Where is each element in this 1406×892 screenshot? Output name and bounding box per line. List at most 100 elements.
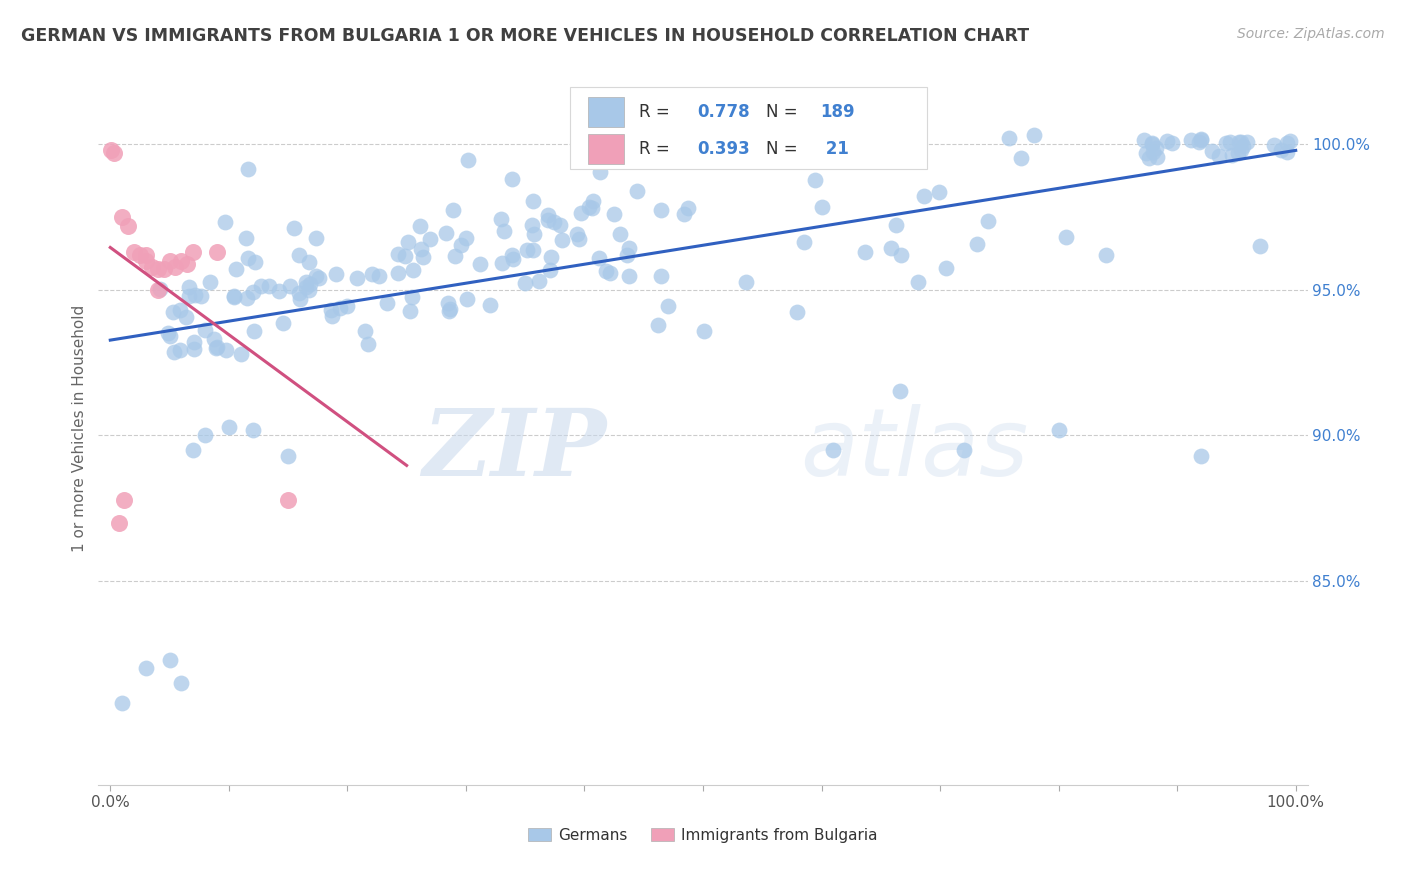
Point bbox=[190, 288, 212, 302]
Point bbox=[277, 492, 299, 507]
Point bbox=[1229, 135, 1251, 149]
Point bbox=[183, 334, 205, 349]
Point bbox=[162, 305, 184, 319]
Point bbox=[501, 172, 523, 186]
Point bbox=[1160, 136, 1182, 151]
Point bbox=[880, 241, 903, 255]
Point bbox=[786, 305, 808, 319]
Point bbox=[1146, 150, 1168, 164]
Point bbox=[678, 202, 700, 216]
Point bbox=[437, 296, 460, 310]
Point bbox=[242, 285, 264, 299]
Point bbox=[735, 275, 758, 289]
Point bbox=[288, 292, 311, 306]
Point bbox=[194, 323, 217, 337]
Point bbox=[616, 248, 638, 262]
Point bbox=[1278, 134, 1301, 148]
Point bbox=[356, 337, 378, 351]
Point bbox=[412, 250, 434, 264]
Point bbox=[346, 270, 368, 285]
Point bbox=[1137, 151, 1160, 165]
Point bbox=[793, 235, 815, 249]
Point bbox=[454, 231, 477, 245]
Point bbox=[319, 303, 342, 318]
Point bbox=[198, 275, 221, 289]
Point bbox=[551, 234, 574, 248]
Point bbox=[229, 347, 252, 361]
Point bbox=[299, 277, 322, 291]
Point bbox=[419, 231, 441, 245]
Point bbox=[650, 202, 672, 217]
Point bbox=[599, 266, 621, 280]
Point bbox=[149, 282, 172, 296]
Point bbox=[457, 153, 479, 168]
Point bbox=[205, 340, 228, 354]
Point bbox=[1191, 131, 1213, 145]
Point bbox=[1270, 143, 1292, 157]
Point bbox=[607, 139, 630, 153]
Point bbox=[928, 185, 950, 199]
Point bbox=[595, 264, 617, 278]
Point bbox=[401, 290, 423, 304]
Point bbox=[1208, 149, 1230, 163]
Point bbox=[803, 173, 825, 187]
Point bbox=[215, 343, 238, 357]
Point bbox=[1220, 148, 1243, 162]
Point bbox=[1201, 144, 1223, 158]
Point bbox=[907, 275, 929, 289]
Point bbox=[853, 244, 876, 259]
Point bbox=[396, 235, 419, 250]
Point bbox=[494, 223, 516, 237]
Point bbox=[103, 145, 125, 160]
Point bbox=[360, 267, 382, 281]
Point bbox=[100, 143, 122, 157]
Point bbox=[298, 283, 321, 297]
Point bbox=[1236, 135, 1258, 149]
Point bbox=[170, 253, 193, 268]
Point bbox=[288, 286, 311, 301]
Point bbox=[1215, 136, 1237, 150]
Point bbox=[588, 251, 610, 265]
Point bbox=[114, 492, 136, 507]
Point bbox=[890, 248, 912, 262]
Point bbox=[1249, 239, 1271, 253]
Point bbox=[491, 212, 513, 227]
Bar bbox=[588, 134, 624, 164]
Point bbox=[522, 218, 544, 232]
Point bbox=[977, 214, 1000, 228]
Point bbox=[236, 251, 259, 265]
Point bbox=[502, 252, 524, 267]
Point bbox=[308, 271, 330, 285]
Point bbox=[1227, 146, 1250, 161]
Point bbox=[588, 165, 610, 179]
Y-axis label: 1 or more Vehicles in Household: 1 or more Vehicles in Household bbox=[72, 304, 87, 552]
Legend: Germans, Immigrants from Bulgaria: Germans, Immigrants from Bulgaria bbox=[522, 822, 884, 848]
Text: 0.778: 0.778 bbox=[697, 103, 749, 120]
Point bbox=[325, 267, 347, 281]
Point bbox=[578, 200, 600, 214]
Point bbox=[165, 260, 187, 274]
Point bbox=[163, 344, 186, 359]
Point bbox=[1275, 136, 1298, 151]
Point bbox=[1010, 151, 1032, 165]
Point bbox=[214, 215, 236, 229]
Point bbox=[1047, 423, 1070, 437]
Text: ZIP: ZIP bbox=[422, 405, 606, 494]
Text: 0.393: 0.393 bbox=[697, 140, 749, 158]
Point bbox=[536, 208, 558, 222]
Point bbox=[250, 279, 273, 293]
Point bbox=[1232, 139, 1254, 153]
Point bbox=[298, 254, 321, 268]
Point bbox=[1142, 136, 1164, 151]
Point bbox=[294, 280, 316, 294]
Point bbox=[501, 248, 523, 262]
Point bbox=[537, 212, 560, 227]
Text: 21: 21 bbox=[820, 140, 849, 158]
Point bbox=[135, 253, 157, 268]
Point bbox=[1263, 137, 1285, 152]
Point bbox=[117, 219, 139, 233]
Point bbox=[111, 697, 134, 711]
Point bbox=[273, 316, 295, 330]
Point bbox=[321, 309, 343, 323]
Point bbox=[912, 189, 935, 203]
